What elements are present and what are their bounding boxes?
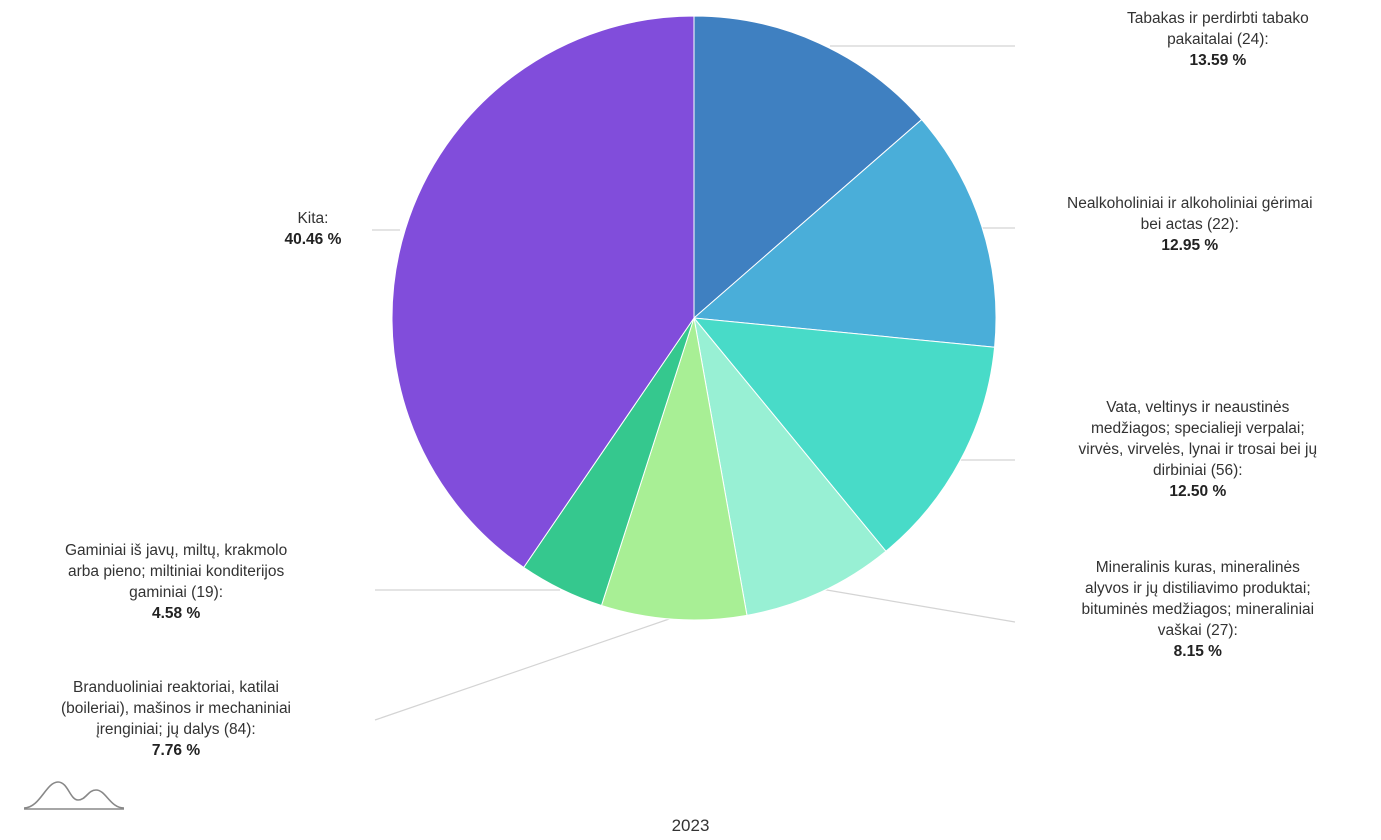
pie-slice[interactable] <box>692 118 997 348</box>
slice-label-value: 40.46 % <box>284 231 342 248</box>
slice-label: Vata, veltinys ir neaustinės medžiagos; s… <box>1079 397 1318 502</box>
slice-label-name: bei actas (22): <box>1140 216 1239 233</box>
slice-label: Gaminiai iš javų, miltų, krakmolo arba pi… <box>65 540 287 624</box>
slice-label-name: Branduoliniai reaktoriai, katilai <box>73 679 279 696</box>
slice-label-name: (boileriai), mašinos ir mechaniniai <box>61 700 292 717</box>
logo-icon <box>23 781 125 810</box>
slice-label-value: 8.15 % <box>1173 643 1222 660</box>
pie-slice[interactable] <box>600 317 748 621</box>
slice-label-name: bituminės medžiagos; mineraliniai <box>1081 601 1315 618</box>
slice-label-name: medžiagos; specialieji verpalai; <box>1090 420 1305 437</box>
pie-slice[interactable] <box>692 317 996 552</box>
leader-line <box>374 617 673 721</box>
slice-label-value: 4.58 % <box>151 605 201 622</box>
slice-label-name: Vata, veltinys ir neaustinės <box>1106 399 1290 416</box>
slice-label: Mineralinis kuras, mineralinės alyvos ir … <box>1082 557 1315 662</box>
leader-lines <box>372 45 1016 721</box>
slice-label: Branduoliniai reaktoriai, katilai (boiler… <box>61 677 291 761</box>
slice-label-name: Nealkoholiniai ir alkoholiniai gėrimai <box>1067 195 1313 212</box>
slice-label-name: dirbiniai (56): <box>1153 462 1243 479</box>
slice-label-name: Gaminiai iš javų, miltų, krakmolo <box>65 542 288 559</box>
year-label: 2023 <box>671 816 710 835</box>
slice-label-name: Mineralinis kuras, mineralinės <box>1095 559 1300 576</box>
pie-slices <box>391 15 997 621</box>
slice-label: Nealkoholiniai ir alkoholiniai gėrimai be… <box>1067 193 1313 256</box>
pie-slice[interactable] <box>693 15 923 320</box>
slice-label-name: pakaitalai (24): <box>1167 31 1269 48</box>
slice-label-value: 12.50 % <box>1169 483 1227 500</box>
slice-label-name: Tabakas ir perdirbti tabako <box>1127 10 1309 27</box>
pie-slice[interactable] <box>391 15 695 569</box>
slice-label-name: vaškai (27): <box>1157 622 1238 639</box>
slice-label-name: arba pieno; miltiniai konditerijos <box>67 563 285 580</box>
slice-label-value: 13.59 % <box>1189 52 1247 69</box>
slice-label-name: alyvos ir jų distiliavimo produktai; <box>1084 580 1311 597</box>
slice-label: Tabakas ir perdirbti tabako pakaitalai (2… <box>1127 8 1309 71</box>
slice-label-name: Kita: <box>297 210 329 227</box>
slice-label-name: gaminiai (19): <box>129 584 224 601</box>
slice-label-name: virvės, virvelės, lynai ir trosai bei jų <box>1078 441 1318 458</box>
slice-label-name: įrenginiai; jų dalys (84): <box>96 721 256 738</box>
slice-label-value: 12.95 % <box>1161 237 1219 254</box>
slice-label-value: 7.76 % <box>151 742 201 759</box>
slice-label: Kita: 40.46 % <box>285 208 342 250</box>
pie-slice[interactable] <box>693 316 887 616</box>
leader-line <box>814 587 1016 623</box>
